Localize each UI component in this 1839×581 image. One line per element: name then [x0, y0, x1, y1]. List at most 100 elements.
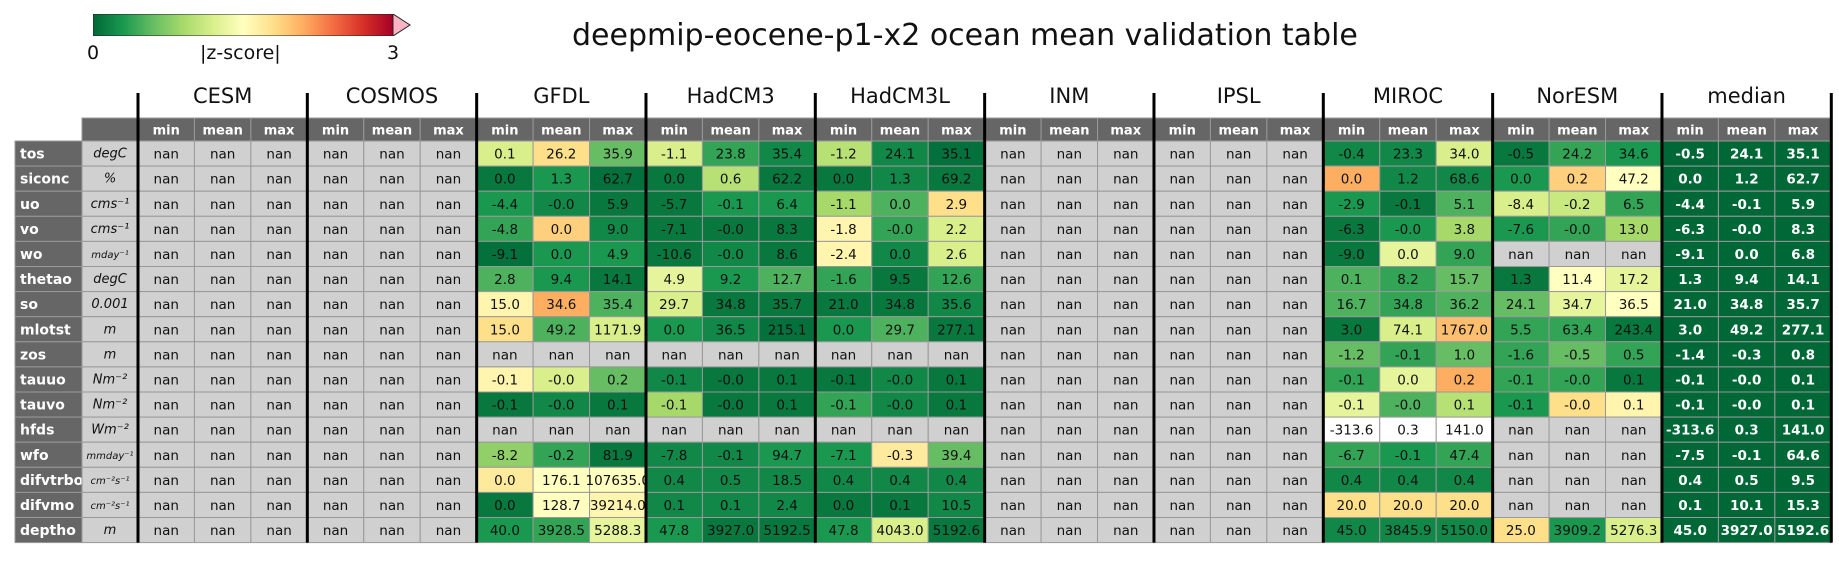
model-header: MIROC [1373, 84, 1443, 108]
table-cell [1379, 240, 1437, 267]
table-cell [1153, 165, 1211, 192]
table-cell [1605, 316, 1663, 343]
var-unit-cell [81, 416, 139, 443]
cell-value: 1.3 [551, 172, 572, 188]
cell-value: nan [1000, 172, 1025, 188]
cell-value: -1.4 [1675, 347, 1705, 363]
cell-value: 0.1 [663, 498, 684, 514]
cell-value: nan [266, 297, 291, 313]
table-cell [1209, 291, 1268, 318]
table-cell [1774, 416, 1832, 443]
table-cell [1717, 466, 1776, 493]
cell-value: nan [1057, 423, 1082, 439]
table-cell [250, 266, 308, 293]
cell-value: nan [154, 398, 179, 414]
cell-value: 0.5 [1735, 473, 1759, 489]
table-cell [250, 466, 308, 493]
model-header: CESM [193, 84, 252, 108]
cell-value: nan [1226, 347, 1251, 363]
table-cell [758, 215, 816, 242]
cell-value: 36.5 [716, 322, 746, 338]
table-cell [1548, 190, 1607, 217]
table-cell [814, 416, 873, 443]
cell-value: -9.0 [1338, 247, 1364, 263]
table-cell [532, 341, 591, 368]
cell-value: 1.3 [1678, 272, 1702, 288]
table-cell [984, 466, 1042, 493]
table-cell [1097, 316, 1155, 343]
table-cell [1774, 517, 1832, 544]
cell-value: nan [323, 322, 348, 338]
cell-value: -0.0 [1395, 398, 1421, 414]
cell-value: nan [1170, 423, 1195, 439]
table-cell [306, 215, 365, 242]
cell-value: nan [1565, 247, 1590, 263]
table-cell [701, 466, 760, 493]
cell-value: nan [1057, 297, 1082, 313]
cell-value: 0.4 [889, 473, 910, 489]
cell-value: -8.2 [492, 448, 518, 464]
cell-value: 0.8 [1791, 347, 1815, 363]
cell-value: 25.0 [1506, 523, 1536, 539]
cell-value: 24.1 [1506, 297, 1536, 313]
cell-value: nan [1170, 197, 1195, 213]
cell-value: nan [323, 398, 348, 414]
table-cell [363, 517, 421, 544]
cell-value: 45.0 [1337, 523, 1367, 539]
table-cell [1435, 491, 1494, 518]
cell-value: nan [154, 448, 179, 464]
stat-header: min [1338, 124, 1365, 139]
table-cell [589, 341, 647, 368]
table-cell [1209, 441, 1268, 468]
var-unit-cell [81, 441, 139, 468]
cell-value: nan [379, 347, 404, 363]
table-cell [1717, 416, 1776, 443]
table-cell [984, 215, 1042, 242]
stat-header: mean [1388, 124, 1428, 139]
cell-value: nan [1282, 322, 1307, 338]
table-cell [476, 466, 534, 493]
cell-value: nan [1226, 322, 1251, 338]
cell-value: nan [1508, 473, 1533, 489]
colorbar-extend-arrow [392, 14, 411, 36]
cell-value: nan [210, 372, 235, 388]
table-cell [1097, 466, 1155, 493]
cell-value: 24.2 [1562, 147, 1592, 163]
var-name: zos [20, 347, 46, 363]
cell-value: -0.1 [830, 372, 856, 388]
cell-value: 0.1 [1791, 398, 1815, 414]
cell-value: nan [1057, 172, 1082, 188]
table-cell [250, 416, 308, 443]
table-cell [1379, 215, 1437, 242]
cell-value: nan [1508, 423, 1533, 439]
cell-value: nan [1282, 297, 1307, 313]
cell-value: nan [323, 222, 348, 238]
cell-value: 9.5 [1791, 473, 1815, 489]
cell-value: 12.6 [941, 272, 971, 288]
table-cell [1548, 517, 1607, 544]
var-name: wfo [20, 448, 49, 464]
cell-value: 34.8 [885, 297, 915, 313]
cell-value: 47.8 [829, 523, 859, 539]
cell-value: nan [436, 272, 461, 288]
cell-value: -0.0 [1732, 222, 1762, 238]
cell-value: -7.6 [1508, 222, 1534, 238]
stat-header: max [772, 124, 803, 139]
model-header: HadCM3 [687, 84, 775, 108]
table-cell [1040, 517, 1099, 544]
table-cell [1435, 416, 1494, 443]
var-unit: % [104, 172, 116, 187]
var-unit: degC [93, 147, 128, 162]
table-cell [1492, 366, 1550, 393]
cell-value: nan [1170, 347, 1195, 363]
table-cell [1435, 266, 1494, 293]
table-cell [306, 517, 365, 544]
cell-value: nan [436, 398, 461, 414]
cell-value: nan [1000, 197, 1025, 213]
cell-value: -0.0 [1395, 222, 1421, 238]
table-cell [419, 517, 478, 544]
table-cell [532, 391, 591, 418]
var-name: thetao [20, 272, 72, 288]
table-cell [645, 341, 703, 368]
cell-value: -0.1 [1338, 398, 1364, 414]
